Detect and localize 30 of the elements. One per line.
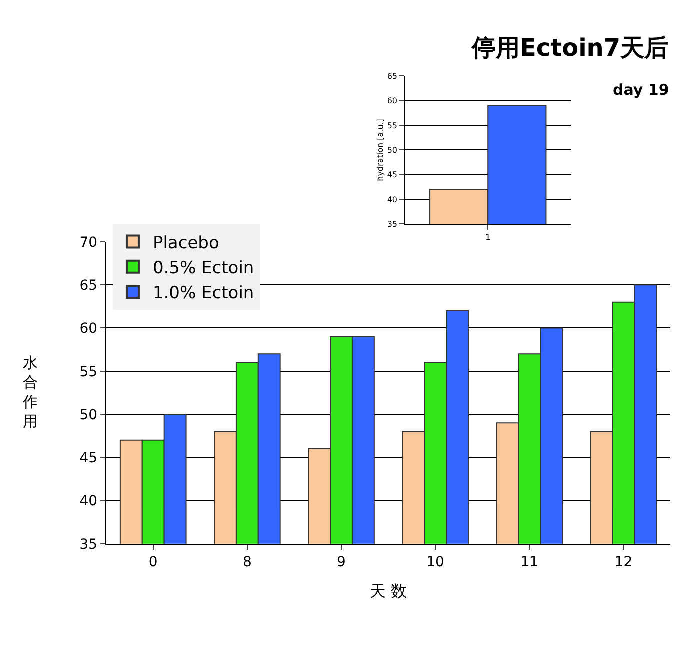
y-tick-label: 50 bbox=[80, 407, 98, 424]
y-tick-label: 45 bbox=[387, 170, 398, 180]
x-tick-label: 11 bbox=[520, 554, 539, 571]
y-tick-label: 55 bbox=[387, 121, 398, 130]
y-tick-label: 65 bbox=[80, 278, 98, 294]
y-axis-title: 水合作用 bbox=[22, 354, 38, 430]
legend-label: 1.0% Ectoin bbox=[152, 284, 254, 304]
x-tick-label: 0 bbox=[148, 554, 158, 571]
x-axis-title: 天 数 bbox=[370, 581, 408, 600]
y-tick-label: 60 bbox=[80, 321, 98, 338]
y-tick-label: 65 bbox=[387, 72, 398, 81]
x-tick-label: 1 bbox=[486, 232, 491, 242]
text: day 19 bbox=[613, 81, 670, 99]
y-tick-label: 40 bbox=[80, 494, 98, 510]
legend-label: 0.5% Ectoin bbox=[152, 258, 254, 278]
chart-title: 停用Ectoin7天后 bbox=[471, 34, 669, 62]
y-tick-label: 35 bbox=[387, 220, 398, 229]
legend-label: Placebo bbox=[152, 233, 220, 254]
y-tick-label: 45 bbox=[80, 450, 98, 467]
y-tick-label: 35 bbox=[80, 536, 98, 553]
x-tick-label: 8 bbox=[242, 554, 252, 571]
y-tick-label: 50 bbox=[387, 146, 398, 155]
y-axis-title: hydration [a.u.] bbox=[376, 119, 386, 182]
x-tick-label: 12 bbox=[614, 554, 633, 571]
x-tick-label: 10 bbox=[426, 554, 444, 571]
y-tick-label: 60 bbox=[387, 96, 398, 106]
y-tick-label: 55 bbox=[80, 364, 98, 380]
y-tick-label: 40 bbox=[387, 195, 398, 204]
x-tick-label: 9 bbox=[337, 554, 346, 571]
y-tick-label: 70 bbox=[80, 234, 98, 251]
